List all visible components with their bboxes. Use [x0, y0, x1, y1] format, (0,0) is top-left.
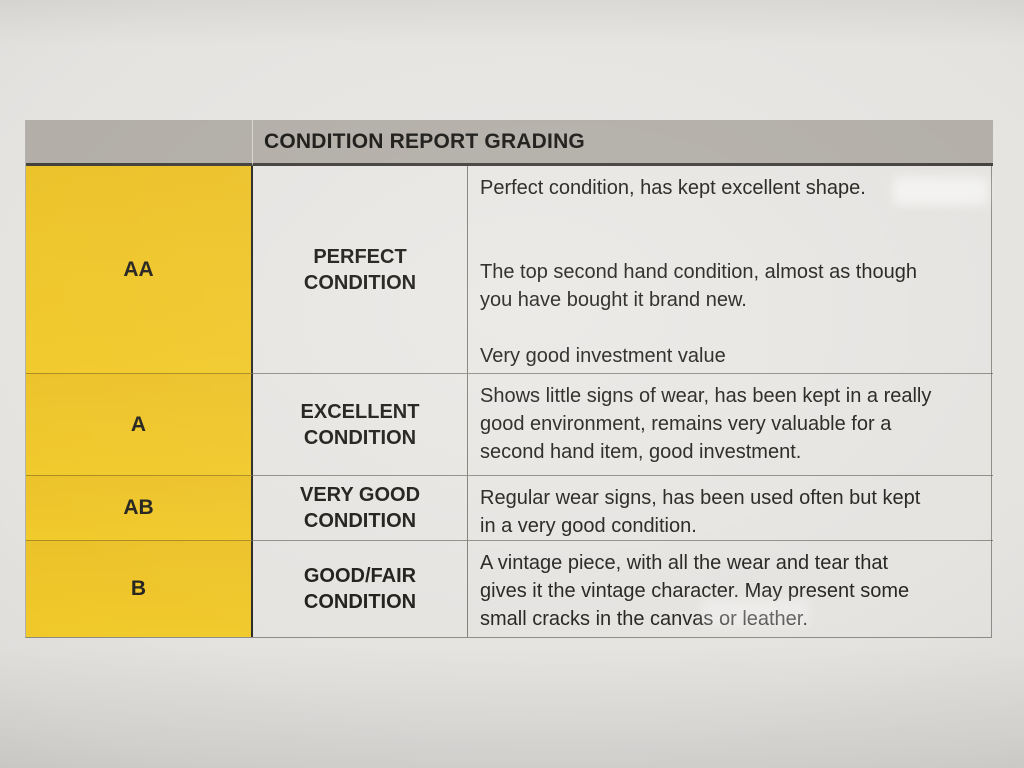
grade-label-aa: AA — [123, 257, 154, 281]
condition-grading-table: CONDITION REPORT GRADING AA PERFECT COND… — [25, 120, 993, 638]
description-cell-b: A vintage piece, with all the wear and t… — [468, 540, 993, 637]
description-cell-ab: Regular wear signs, has been used often … — [468, 475, 993, 540]
condition-label-excellent: EXCELLENT CONDITION — [300, 400, 420, 449]
description-cell-a: Shows little signs of wear, has been kep… — [468, 373, 993, 475]
description-paragraph: The top second hand condition, almost as… — [480, 261, 917, 311]
condition-label-perfect: PERFECT CONDITION — [303, 245, 417, 294]
header-title-cell: CONDITION REPORT GRADING — [253, 120, 993, 166]
description-paragraph — [480, 202, 939, 230]
grade-cell-ab: AB — [26, 475, 253, 540]
description-paragraph: Shows little signs of wear, has been kep… — [480, 385, 932, 463]
description-paragraph: Perfect condition, has kept excellent sh… — [480, 177, 866, 199]
grade-label-ab: AB — [123, 496, 154, 519]
condition-label-very-good: VERY GOOD CONDITION — [299, 484, 421, 532]
grade-cell-aa: AA — [26, 166, 253, 373]
condition-label-good-fair: GOOD/FAIR CONDITION — [303, 565, 417, 613]
description-paragraph: A vintage piece, with all the wear and t… — [480, 552, 910, 630]
description-cell-aa: Perfect condition, has kept excellent sh… — [468, 166, 993, 373]
description-paragraph: Very good investment value — [480, 345, 726, 367]
grade-cell-a: A — [26, 373, 253, 475]
description-paragraph: Regular wear signs, has been used often … — [480, 487, 921, 537]
description-paragraph — [480, 230, 939, 258]
condition-cell-very-good: VERY GOOD CONDITION — [253, 475, 468, 540]
grade-label-a: A — [130, 412, 147, 436]
table-title: CONDITION REPORT GRADING — [264, 129, 585, 153]
grade-cell-b: B — [26, 540, 253, 637]
description-paragraph — [480, 314, 939, 342]
grade-label-b: B — [130, 577, 147, 600]
header-empty-cell — [26, 120, 253, 166]
condition-cell-excellent: EXCELLENT CONDITION — [253, 373, 468, 475]
condition-cell-good-fair: GOOD/FAIR CONDITION — [253, 540, 468, 637]
condition-cell-perfect: PERFECT CONDITION — [253, 166, 468, 373]
